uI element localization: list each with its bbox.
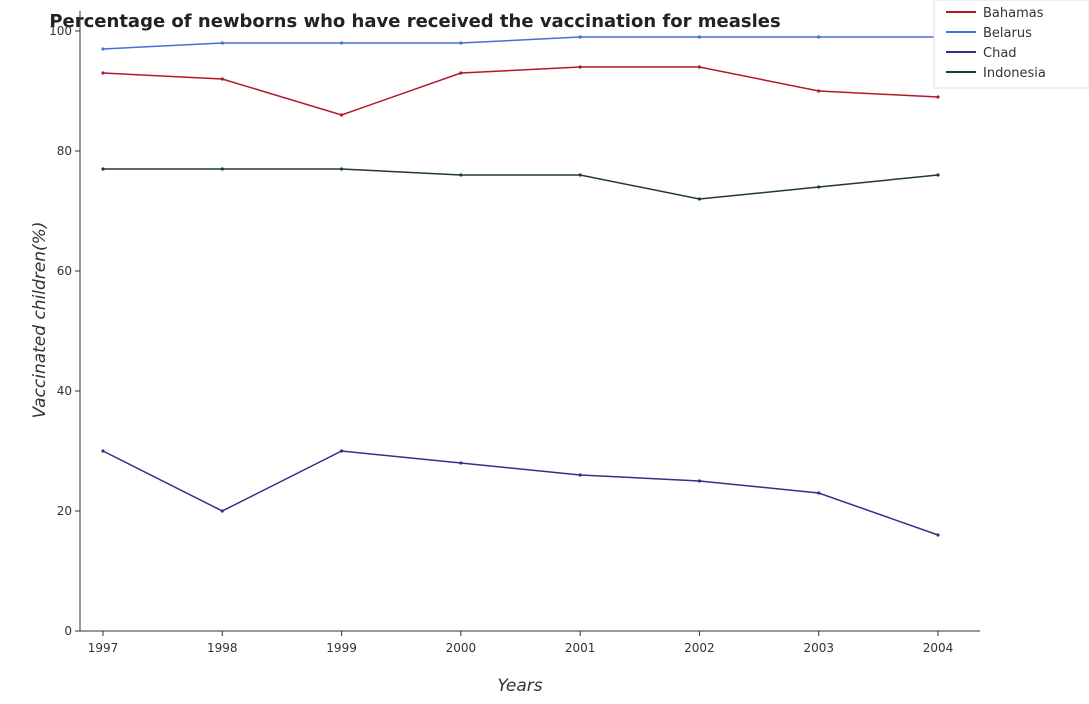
data-point-bahamas bbox=[936, 95, 940, 99]
x-tick-label: 2002 bbox=[684, 641, 715, 655]
series-line-chad bbox=[102, 450, 939, 536]
series-lines bbox=[101, 35, 940, 537]
data-point-chad bbox=[697, 479, 702, 483]
x-axis-title: Years bbox=[497, 676, 542, 696]
series-line-belarus bbox=[102, 36, 938, 50]
x-tick-label: 1997 bbox=[88, 641, 119, 655]
legend-label-indonesia: Indonesia bbox=[983, 66, 1046, 81]
plot-area: 0 20 40 60 80 100 1997 1998 1999 2000 2001 2002 200… bbox=[49, 11, 980, 655]
data-point-chad bbox=[101, 449, 105, 453]
data-point-indonesia bbox=[339, 167, 344, 171]
data-point-bahamas bbox=[339, 113, 344, 117]
y-axis-title: Vaccinated children(%) bbox=[30, 222, 50, 419]
y-tick-label: 0 bbox=[64, 624, 72, 638]
data-point-belarus bbox=[339, 41, 344, 45]
x-ticks: 1997 1998 1999 2000 2001 2002 2003 2004 bbox=[88, 631, 954, 655]
data-point-belarus bbox=[459, 41, 463, 45]
y-tick-label: 40 bbox=[57, 384, 72, 398]
data-point-belarus bbox=[220, 41, 224, 45]
legend-label-chad: Chad bbox=[983, 46, 1017, 61]
data-point-belarus bbox=[101, 47, 105, 51]
data-point-indonesia bbox=[817, 185, 821, 189]
legend-label-belarus: Belarus bbox=[983, 26, 1032, 41]
data-point-chad bbox=[459, 461, 463, 465]
data-point-chad bbox=[220, 509, 224, 513]
x-tick-label: 2000 bbox=[446, 641, 477, 655]
y-tick-label: 60 bbox=[57, 264, 72, 278]
x-tick-label: 2003 bbox=[803, 641, 834, 655]
data-point-indonesia bbox=[697, 197, 702, 201]
data-point-bahamas bbox=[220, 77, 224, 81]
data-point-bahamas bbox=[101, 71, 105, 75]
x-tick-label: 1999 bbox=[326, 641, 357, 655]
y-ticks: 0 20 40 60 80 100 bbox=[49, 24, 80, 638]
y-tick-label: 20 bbox=[57, 504, 72, 518]
data-point-bahamas bbox=[459, 71, 463, 75]
legend-label-bahamas: Bahamas bbox=[983, 6, 1044, 21]
data-point-belarus bbox=[578, 35, 582, 39]
series-line-bahamas bbox=[102, 66, 939, 116]
legend: Bahamas Belarus Chad Indonesia bbox=[933, 0, 1089, 89]
data-point-chad bbox=[936, 533, 940, 537]
x-tick-label: 1998 bbox=[207, 641, 238, 655]
y-tick-label: 100 bbox=[49, 24, 72, 38]
data-point-indonesia bbox=[101, 167, 105, 171]
data-point-chad bbox=[578, 473, 582, 477]
data-point-indonesia bbox=[936, 173, 940, 177]
data-point-belarus bbox=[817, 35, 821, 39]
x-tick-label: 2001 bbox=[565, 641, 596, 655]
chart-title: Percentage of newborns who have received… bbox=[49, 11, 780, 32]
data-point-chad bbox=[339, 449, 344, 453]
data-point-indonesia bbox=[459, 173, 463, 177]
data-point-belarus bbox=[697, 35, 702, 39]
data-point-bahamas bbox=[578, 65, 582, 69]
data-point-chad bbox=[817, 491, 821, 495]
data-point-indonesia bbox=[220, 167, 224, 171]
data-point-bahamas bbox=[697, 65, 702, 69]
x-tick-label: 2004 bbox=[923, 641, 954, 655]
data-point-bahamas bbox=[817, 89, 821, 93]
legend-box bbox=[933, 0, 1089, 89]
y-tick-label: 80 bbox=[57, 144, 72, 158]
data-point-indonesia bbox=[578, 173, 582, 177]
series-line-indonesia bbox=[103, 168, 939, 200]
